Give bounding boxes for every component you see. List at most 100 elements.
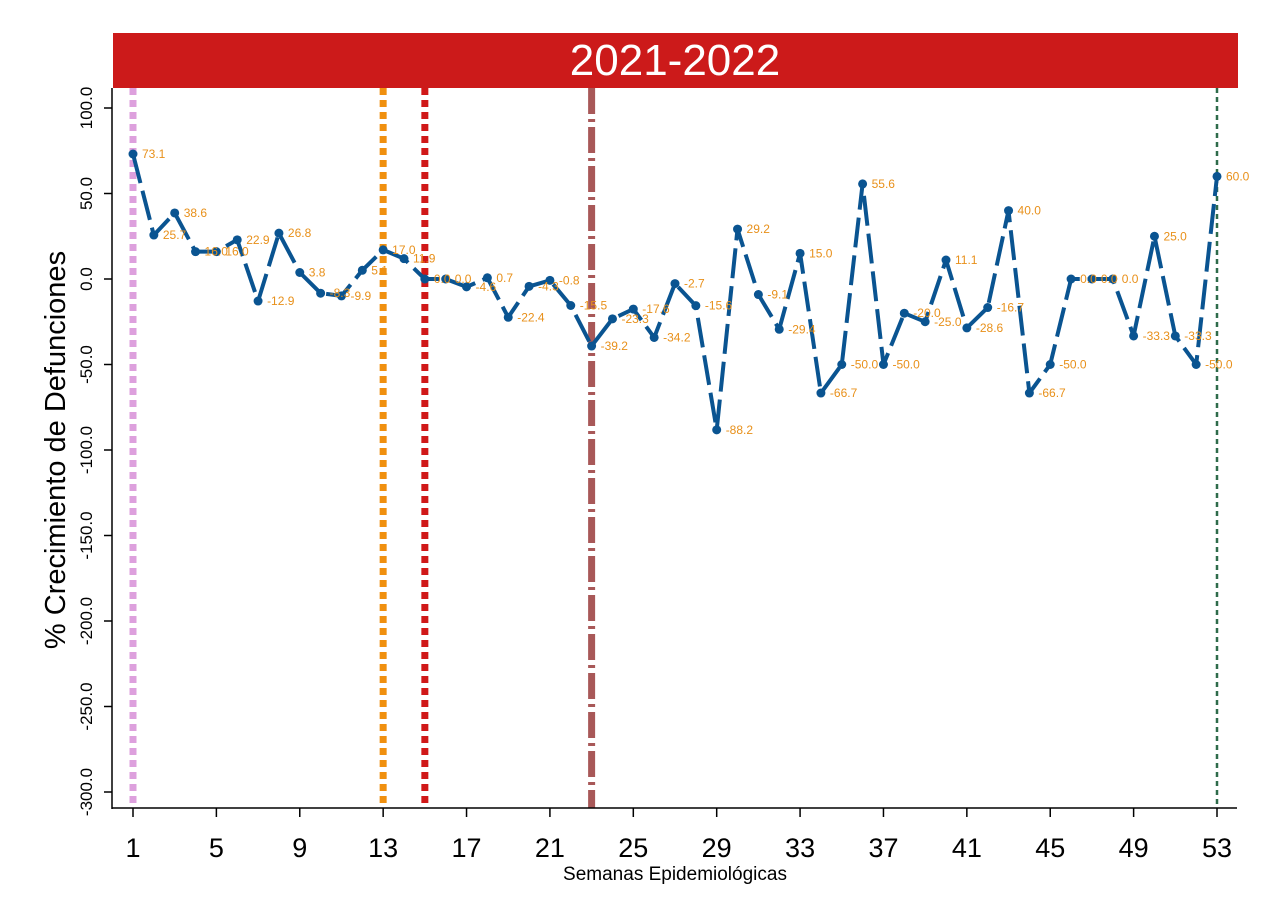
data-label: -8.3 bbox=[330, 286, 351, 300]
data-label: -50.0 bbox=[1059, 358, 1087, 372]
data-point bbox=[774, 324, 784, 334]
data-point bbox=[753, 290, 763, 300]
data-label: -20.0 bbox=[913, 306, 941, 320]
y-tick-label: 50.0 bbox=[77, 177, 96, 210]
data-points bbox=[128, 149, 1222, 435]
data-point bbox=[482, 273, 492, 283]
data-point bbox=[712, 425, 722, 435]
data-label: 16.0 bbox=[205, 245, 229, 259]
x-tick-label: 25 bbox=[618, 833, 648, 863]
data-point bbox=[316, 288, 326, 298]
data-point bbox=[899, 308, 909, 318]
data-point bbox=[691, 301, 701, 311]
x-tick-label: 1 bbox=[125, 833, 140, 863]
x-tick-label: 33 bbox=[785, 833, 815, 863]
data-point bbox=[295, 268, 305, 278]
data-label: -29.4 bbox=[788, 322, 816, 336]
data-label: 11.1 bbox=[955, 253, 978, 267]
data-label: 3.8 bbox=[309, 266, 326, 280]
data-point bbox=[649, 332, 659, 342]
data-label: 26.8 bbox=[288, 226, 312, 240]
data-label: 0.7 bbox=[496, 271, 513, 285]
data-label: -16.7 bbox=[997, 301, 1025, 315]
data-point bbox=[253, 296, 263, 306]
data-label: 40.0 bbox=[1018, 204, 1042, 218]
data-label: -12.9 bbox=[267, 294, 295, 308]
data-label: 25.7 bbox=[163, 228, 187, 242]
data-labels: 73.125.738.616.016.022.9-12.926.83.8-8.3… bbox=[142, 147, 1250, 437]
data-point bbox=[1045, 360, 1055, 369]
x-tick-label: 5 bbox=[209, 833, 224, 863]
y-tick-label: -150.0 bbox=[77, 511, 96, 559]
data-label: 0.0 bbox=[1122, 272, 1139, 286]
data-label: 73.1 bbox=[142, 147, 166, 161]
data-point bbox=[1212, 171, 1222, 181]
data-label: -28.6 bbox=[976, 321, 1004, 335]
data-label: 5.1 bbox=[371, 263, 388, 277]
data-label: -0.8 bbox=[559, 273, 580, 287]
data-point bbox=[878, 360, 888, 369]
x-tick-label: 21 bbox=[535, 833, 565, 863]
data-label: -66.7 bbox=[830, 386, 858, 400]
data-label: 0.0 bbox=[1101, 272, 1118, 286]
data-label: -66.7 bbox=[1038, 386, 1066, 400]
data-point bbox=[420, 274, 430, 284]
data-label: 15.0 bbox=[809, 246, 833, 260]
data-label: 0.0 bbox=[1080, 272, 1097, 286]
y-tick-label: -50.0 bbox=[77, 345, 96, 384]
x-axis-label: Semanas Epidemiológicas bbox=[563, 864, 787, 885]
data-label: -25.0 bbox=[934, 315, 962, 329]
data-point bbox=[733, 224, 743, 234]
data-label: 0.0 bbox=[434, 272, 451, 286]
data-point bbox=[1024, 388, 1034, 398]
data-label: -15.6 bbox=[705, 299, 733, 313]
x-tick-label: 49 bbox=[1119, 833, 1149, 863]
data-label: -4.3 bbox=[538, 279, 559, 293]
y-tick-label: 100.0 bbox=[77, 87, 96, 130]
data-point bbox=[1170, 331, 1180, 341]
data-label: -50.0 bbox=[1205, 358, 1233, 372]
data-point bbox=[920, 317, 930, 327]
y-tick-label: -250.0 bbox=[77, 682, 96, 730]
data-label: -34.2 bbox=[663, 330, 691, 344]
data-label: -50.0 bbox=[892, 358, 920, 372]
data-label: -2.7 bbox=[684, 277, 705, 291]
data-point bbox=[232, 235, 242, 245]
data-label: 16.0 bbox=[225, 245, 249, 259]
data-label: -23.3 bbox=[621, 312, 649, 326]
data-point bbox=[545, 275, 555, 285]
x-tick-label: 37 bbox=[868, 833, 898, 863]
data-point bbox=[378, 245, 388, 255]
y-tick-label: -200.0 bbox=[77, 597, 96, 645]
data-label: -15.5 bbox=[580, 299, 608, 313]
data-point bbox=[1108, 274, 1118, 284]
data-point bbox=[1004, 206, 1014, 216]
data-point bbox=[858, 179, 868, 189]
x-tick-label: 9 bbox=[292, 833, 307, 863]
data-label: -50.0 bbox=[851, 358, 879, 372]
y-tick-label: 0.0 bbox=[77, 267, 96, 291]
data-point bbox=[566, 301, 576, 311]
x-tick-label: 13 bbox=[368, 833, 398, 863]
data-point bbox=[462, 282, 472, 292]
data-point bbox=[503, 312, 513, 322]
data-label: 25.0 bbox=[1163, 229, 1187, 243]
data-point bbox=[795, 248, 805, 258]
data-point bbox=[1087, 274, 1097, 284]
x-tick-label: 53 bbox=[1202, 833, 1232, 863]
data-label: 60.0 bbox=[1226, 169, 1250, 183]
data-label: 55.6 bbox=[872, 177, 896, 191]
axes: 100.050.00.0-50.0-100.0-150.0-200.0-250.… bbox=[77, 87, 1237, 863]
data-point bbox=[1129, 331, 1139, 341]
data-label: 17.0 bbox=[392, 243, 416, 257]
data-point bbox=[441, 274, 451, 284]
data-label: -33.3 bbox=[1184, 329, 1212, 343]
data-label: -88.2 bbox=[726, 423, 754, 437]
data-point bbox=[524, 281, 534, 291]
data-label: 22.9 bbox=[246, 233, 270, 247]
data-label: -4.6 bbox=[476, 280, 497, 294]
data-point bbox=[336, 291, 346, 301]
data-label: 11.9 bbox=[413, 252, 436, 266]
data-label: -9.1 bbox=[767, 288, 788, 302]
